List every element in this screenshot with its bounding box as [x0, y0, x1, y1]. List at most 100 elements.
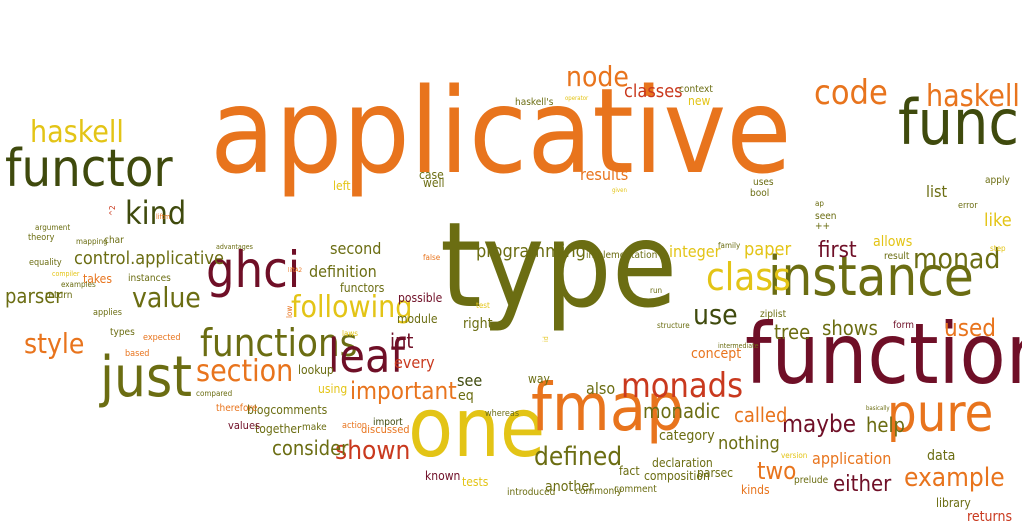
cloud-word: seen: [815, 211, 837, 222]
cloud-word: form: [893, 320, 914, 331]
cloud-word: advantages: [216, 243, 253, 251]
cloud-word: haskell: [926, 79, 1020, 114]
cloud-word: error: [958, 201, 978, 211]
cloud-word: comment: [614, 484, 657, 495]
cloud-word: ++: [815, 221, 831, 232]
cloud-word: kind: [125, 194, 187, 232]
cloud-word: use: [693, 298, 738, 331]
cloud-word: case: [419, 168, 444, 182]
cloud-word: takes: [83, 272, 112, 286]
cloud-word: concept: [691, 346, 742, 362]
cloud-word: context: [679, 84, 713, 95]
cloud-word: instances: [128, 273, 171, 284]
cloud-word: char: [104, 235, 124, 246]
cloud-word: kinds: [741, 483, 770, 497]
cloud-word: uses: [753, 177, 774, 188]
cloud-word: id: [542, 336, 550, 342]
cloud-word: structure: [657, 321, 690, 330]
cloud-word: returns: [967, 509, 1013, 525]
cloud-word: one: [408, 381, 546, 476]
cloud-word: argument: [35, 223, 71, 232]
cloud-word: application: [812, 449, 892, 468]
cloud-word: func: [898, 86, 1020, 159]
cloud-word: implementation: [586, 250, 658, 261]
cloud-word: equality: [29, 258, 62, 268]
cloud-word: style: [24, 327, 85, 360]
cloud-word: low: [285, 305, 294, 318]
cloud-word: step: [990, 244, 1006, 253]
cloud-word: blogcomments: [247, 403, 328, 417]
cloud-word: eq: [458, 388, 474, 404]
cloud-word: definition: [309, 262, 377, 281]
cloud-word: following: [291, 290, 413, 325]
cloud-word: declaration: [652, 456, 713, 470]
cloud-word: paper: [744, 239, 792, 260]
cloud-word: important: [350, 377, 457, 405]
cloud-word: together: [255, 422, 302, 436]
cloud-word: laws: [342, 329, 359, 338]
cloud-word: liftm: [156, 213, 171, 221]
cloud-word: library: [936, 496, 971, 510]
cloud-word: parser: [5, 284, 63, 308]
cloud-word: classes: [624, 81, 683, 102]
cloud-word: mapping: [76, 237, 108, 246]
cloud-word: intermediate: [718, 342, 759, 350]
cloud-word: monadic: [643, 399, 721, 423]
cloud-word: compared: [196, 389, 233, 398]
cloud-word: function: [745, 305, 1022, 403]
cloud-word: possible: [398, 291, 443, 305]
cloud-word: fact: [619, 464, 640, 478]
cloud-word: applicative: [210, 62, 792, 200]
cloud-word: first: [818, 238, 857, 263]
cloud-word: examples: [61, 280, 96, 289]
cloud-word: tests: [462, 475, 489, 489]
cloud-word: ghci: [206, 241, 301, 299]
cloud-word: module: [397, 312, 438, 326]
cloud-word: import: [373, 417, 403, 428]
cloud-word: results: [580, 165, 629, 184]
cloud-word: way: [528, 372, 550, 386]
cloud-word: family: [718, 241, 741, 250]
cloud-word: using: [318, 382, 348, 396]
cloud-word: introduced: [507, 487, 556, 498]
cloud-word: based: [125, 349, 150, 359]
cloud-word: false: [423, 253, 441, 262]
cloud-word: allows: [873, 234, 913, 250]
cloud-word: compiler: [52, 270, 80, 278]
cloud-word: basically: [866, 405, 890, 412]
cloud-word: action: [342, 421, 367, 431]
cloud-word: types: [110, 327, 135, 338]
cloud-word: also: [586, 379, 616, 398]
cloud-word: consider: [272, 436, 349, 460]
cloud-word: left: [333, 179, 351, 193]
cloud-word: given: [612, 187, 627, 194]
cloud-word: functors: [340, 281, 385, 295]
cloud-word: shown: [335, 436, 411, 466]
cloud-word: well: [423, 176, 445, 190]
cloud-word: called: [734, 403, 788, 427]
cloud-word: just: [100, 345, 192, 410]
cloud-word: either: [833, 472, 892, 497]
cloud-word: fmap: [531, 369, 684, 446]
cloud-word: leaf: [328, 329, 405, 383]
cloud-word: functor: [5, 139, 173, 199]
cloud-word: values: [228, 419, 261, 432]
cloud-word: nothing: [718, 433, 780, 454]
cloud-word: instance: [768, 245, 974, 308]
cloud-word: parsec: [697, 466, 734, 480]
cloud-word: applies: [93, 308, 122, 318]
cloud-word: second: [330, 239, 382, 258]
cloud-word: value: [132, 281, 201, 314]
cloud-word: result: [884, 251, 910, 262]
cloud-word: integer: [669, 242, 721, 261]
cloud-word: monad: [913, 242, 1001, 275]
cloud-word: make: [302, 422, 327, 433]
cloud-word: run: [650, 286, 663, 295]
cloud-word: haskell's: [515, 97, 554, 108]
cloud-word: version: [781, 451, 808, 460]
cloud-word: apply: [985, 175, 1010, 186]
cloud-word: operator: [565, 95, 589, 102]
cloud-word: ap: [815, 199, 824, 208]
cloud-word: expected: [143, 333, 181, 343]
